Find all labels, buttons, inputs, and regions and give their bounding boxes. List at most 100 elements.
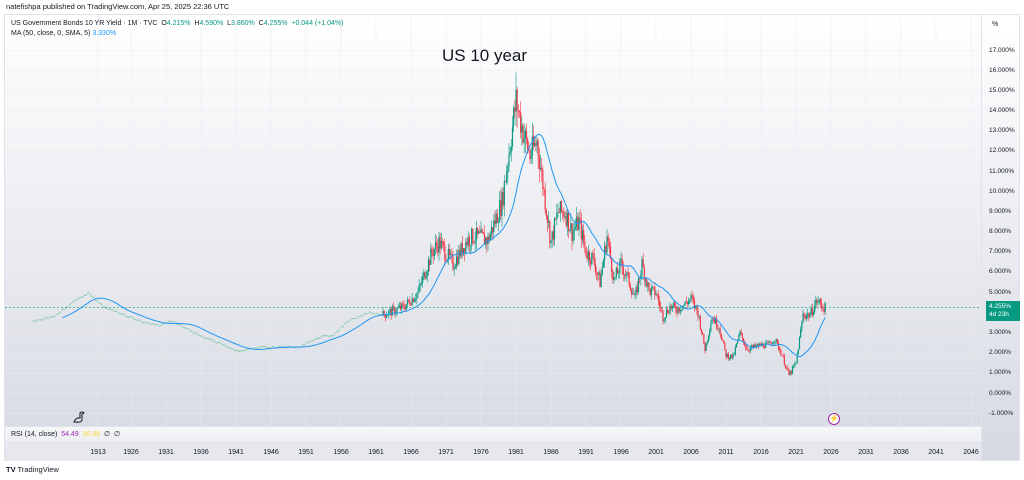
candle — [527, 139, 529, 150]
candle — [387, 315, 389, 316]
data-point — [306, 341, 308, 343]
candle — [551, 231, 553, 241]
data-point — [368, 311, 370, 313]
candle — [416, 293, 418, 299]
percent-scale-button[interactable]: % — [988, 18, 1018, 32]
time-axis[interactable]: 1913 1926 1931 1936 1941 1946 1951 1956 1961 1966… — [5, 442, 981, 461]
candle — [571, 223, 573, 241]
candle — [569, 230, 571, 232]
time-label: 1946 — [263, 449, 279, 456]
data-point — [38, 319, 40, 321]
ma-label[interactable]: MA (50, close, 0, SMA, 5) — [11, 30, 91, 37]
candle — [506, 171, 508, 182]
price-axis[interactable] — [981, 15, 1021, 460]
candle — [720, 334, 722, 339]
data-point — [194, 332, 196, 334]
candle — [473, 242, 475, 244]
time-label: 1976 — [473, 449, 489, 456]
data-point — [47, 316, 49, 319]
candle — [731, 354, 733, 359]
data-point — [234, 349, 236, 351]
data-point — [366, 313, 368, 315]
candle — [425, 275, 427, 279]
candle — [503, 181, 505, 206]
data-point — [42, 318, 45, 321]
candle — [580, 219, 582, 240]
time-label: 2031 — [858, 449, 874, 456]
price-label: 2.000% — [989, 349, 1012, 357]
candle — [776, 338, 778, 343]
close-value: 4.255% — [263, 20, 288, 27]
symbol-name[interactable]: US Government Bonds 10 YR Yield · 1M · T… — [11, 20, 158, 27]
candle — [518, 111, 521, 113]
candle — [564, 216, 566, 217]
time-label: 1996 — [613, 449, 629, 456]
price-label: 14.000% — [989, 107, 1015, 115]
candle — [501, 192, 503, 216]
data-point — [242, 349, 244, 352]
data-point — [88, 291, 90, 293]
data-point — [100, 303, 102, 305]
tradingview-logo[interactable]: TV TradingView — [6, 465, 59, 474]
candle — [679, 310, 682, 312]
data-point — [52, 316, 54, 318]
data-point — [235, 350, 237, 352]
candle — [774, 341, 776, 343]
data-point — [59, 312, 61, 314]
candle — [539, 167, 542, 169]
candle — [516, 89, 518, 111]
candle — [601, 267, 603, 275]
candle — [611, 258, 613, 273]
candle — [665, 309, 668, 318]
candle — [382, 311, 384, 316]
candle — [620, 258, 622, 261]
candle — [626, 272, 628, 276]
data-point — [69, 303, 71, 305]
data-point — [111, 308, 113, 311]
data-point — [303, 344, 305, 346]
chart-frame[interactable]: US Government Bonds 10 YR Yield · 1M · T… — [4, 14, 1020, 461]
candle — [786, 367, 788, 369]
data-point — [333, 334, 335, 337]
rsi-legend[interactable]: RSI (14, close) 54.49 56.68 ∅ ∅ — [5, 426, 981, 442]
candle — [509, 151, 511, 154]
candle — [614, 276, 616, 278]
data-point — [248, 348, 250, 350]
data-point — [203, 337, 206, 339]
candle — [779, 349, 781, 351]
candle — [426, 271, 428, 276]
data-point — [144, 322, 146, 324]
data-point — [319, 337, 321, 339]
candle — [602, 260, 605, 268]
time-label: 2016 — [753, 449, 769, 456]
data-point — [180, 324, 182, 326]
data-point — [115, 310, 117, 312]
candle — [727, 353, 729, 359]
data-point — [45, 316, 47, 319]
candle — [548, 221, 550, 223]
data-point — [192, 331, 194, 333]
chart-annotation[interactable]: US 10 year — [442, 46, 528, 65]
candle — [760, 343, 762, 346]
candle — [490, 227, 493, 235]
candle — [744, 343, 746, 346]
data-point — [362, 315, 364, 317]
data-point — [51, 316, 53, 318]
candle — [478, 231, 480, 234]
candle — [810, 307, 812, 315]
price-chart[interactable] — [5, 15, 981, 426]
candle — [630, 289, 633, 295]
candle — [621, 258, 623, 268]
candle — [440, 241, 442, 249]
candle — [739, 331, 741, 336]
lightning-icon[interactable]: ⚡ — [828, 413, 840, 425]
data-point — [97, 301, 99, 303]
data-point — [231, 348, 234, 350]
data-point — [177, 323, 179, 325]
data-point — [118, 313, 120, 315]
data-point — [317, 338, 319, 340]
candle — [703, 334, 705, 344]
data-point — [94, 297, 96, 299]
data-point — [347, 321, 349, 323]
candle — [413, 299, 416, 302]
